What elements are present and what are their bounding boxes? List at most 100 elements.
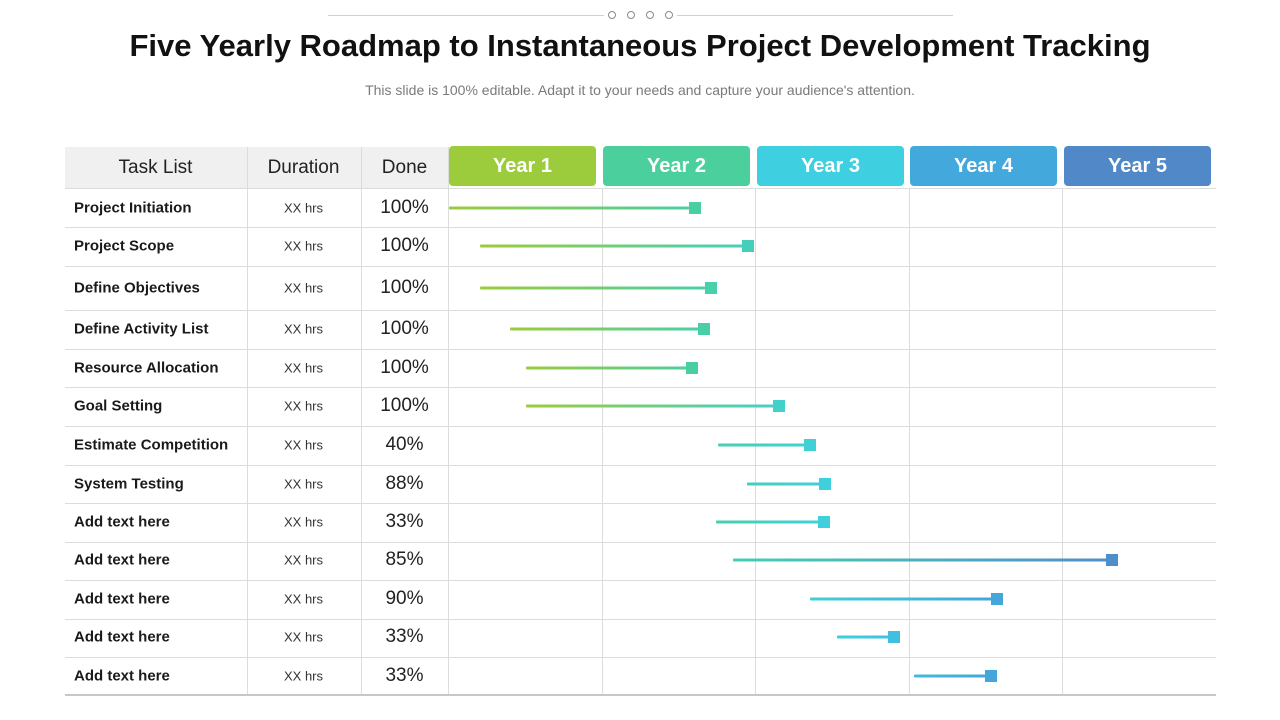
gantt-bar — [449, 206, 695, 210]
task-name: Resource Allocation — [74, 359, 219, 377]
decor-dot-icon — [646, 11, 654, 19]
gantt-bar — [479, 244, 749, 248]
grid-row-line — [65, 310, 1216, 311]
gantt-bar — [914, 674, 991, 678]
task-name: Define Activity List — [74, 320, 209, 338]
gantt-end-marker-icon — [705, 282, 718, 294]
task-done-percent: 33% — [385, 626, 424, 647]
task-duration: XX hrs — [283, 514, 323, 530]
grid-row-line — [65, 580, 1216, 581]
top-divider-left — [328, 15, 604, 16]
grid-row-line — [65, 349, 1216, 350]
task-name: Add text here — [74, 667, 170, 685]
grid-column-line — [909, 188, 910, 694]
column-header-duration: Duration — [267, 157, 340, 178]
grid-row-line — [65, 387, 1216, 388]
gantt-end-marker-icon — [688, 202, 701, 214]
slide-subtitle: This slide is 100% editable. Adapt it to… — [365, 82, 915, 98]
decor-dot-icon — [627, 11, 635, 19]
top-divider-right — [677, 15, 953, 16]
task-duration: XX hrs — [283, 200, 323, 216]
decor-dot-icon — [608, 11, 616, 19]
task-name: Add text here — [74, 551, 170, 569]
gantt-end-marker-icon — [1106, 554, 1119, 566]
task-name: Goal Setting — [74, 397, 163, 415]
task-name: Estimate Competition — [74, 436, 229, 454]
gantt-end-marker-icon — [817, 516, 830, 528]
table-header-background — [65, 147, 448, 188]
gantt-bar — [479, 286, 712, 290]
gantt-bar — [732, 558, 1113, 562]
task-duration: XX hrs — [283, 668, 323, 684]
gantt-end-marker-icon — [819, 478, 832, 490]
gantt-bar — [716, 520, 824, 524]
task-duration: XX hrs — [283, 476, 323, 492]
gantt-bar — [809, 597, 997, 601]
task-done-percent: 33% — [385, 665, 424, 686]
gantt-bar — [746, 482, 826, 486]
year-header-1: Year 1 — [449, 146, 596, 186]
task-done-percent: 85% — [385, 549, 424, 570]
task-done-percent: 90% — [385, 588, 424, 609]
task-done-percent: 100% — [380, 277, 429, 298]
slide-title: Five Yearly Roadmap to Instantaneous Pro… — [129, 28, 1151, 63]
gantt-bar — [510, 327, 704, 331]
grid-column-line — [1062, 188, 1063, 694]
year-header-4: Year 4 — [910, 146, 1057, 186]
task-duration: XX hrs — [283, 437, 323, 453]
year-header-3: Year 3 — [757, 146, 904, 186]
task-duration: XX hrs — [283, 280, 323, 296]
gantt-end-marker-icon — [888, 631, 901, 643]
task-done-percent: 40% — [385, 434, 424, 455]
grid-row-line — [65, 465, 1216, 466]
grid-column-line — [448, 147, 449, 694]
task-name: Add text here — [74, 628, 170, 646]
column-header-done: Done — [381, 157, 428, 178]
gantt-end-marker-icon — [990, 593, 1003, 605]
task-name: Add text here — [74, 513, 170, 531]
grid-row-line — [65, 657, 1216, 658]
grid-row-line — [65, 426, 1216, 427]
grid-row-line — [65, 188, 1216, 189]
grid-row-line — [65, 227, 1216, 228]
gantt-end-marker-icon — [742, 240, 755, 252]
table-bottom-border — [65, 694, 1216, 696]
task-duration: XX hrs — [283, 321, 323, 337]
year-header-2: Year 2 — [603, 146, 750, 186]
grid-row-line — [65, 266, 1216, 267]
task-name: System Testing — [74, 475, 184, 493]
grid-row-line — [65, 503, 1216, 504]
gantt-end-marker-icon — [803, 439, 816, 451]
task-duration: XX hrs — [283, 360, 323, 376]
grid-column-line — [361, 147, 362, 694]
grid-row-line — [65, 542, 1216, 543]
column-header-task-list: Task List — [118, 157, 193, 178]
task-name: Project Initiation — [74, 199, 192, 217]
grid-column-line — [755, 188, 756, 694]
grid-column-line — [247, 147, 248, 694]
task-name: Add text here — [74, 590, 170, 608]
gantt-end-marker-icon — [773, 400, 786, 412]
task-done-percent: 100% — [380, 197, 429, 218]
task-done-percent: 100% — [380, 318, 429, 339]
grid-column-line — [602, 188, 603, 694]
task-done-percent: 88% — [385, 473, 424, 494]
gantt-bar — [717, 443, 810, 447]
gantt-bar — [525, 404, 780, 408]
task-duration: XX hrs — [283, 629, 323, 645]
task-done-percent: 100% — [380, 395, 429, 416]
task-duration: XX hrs — [283, 238, 323, 254]
task-done-percent: 33% — [385, 511, 424, 532]
task-name: Define Objectives — [74, 279, 200, 297]
year-header-5: Year 5 — [1064, 146, 1211, 186]
task-duration: XX hrs — [283, 552, 323, 568]
task-done-percent: 100% — [380, 235, 429, 256]
gantt-bar — [837, 635, 895, 639]
task-duration: XX hrs — [283, 398, 323, 414]
gantt-bar — [525, 366, 692, 370]
task-name: Project Scope — [74, 237, 175, 255]
gantt-end-marker-icon — [984, 670, 997, 682]
gantt-end-marker-icon — [697, 323, 710, 335]
gantt-end-marker-icon — [685, 362, 698, 374]
grid-row-line — [65, 619, 1216, 620]
